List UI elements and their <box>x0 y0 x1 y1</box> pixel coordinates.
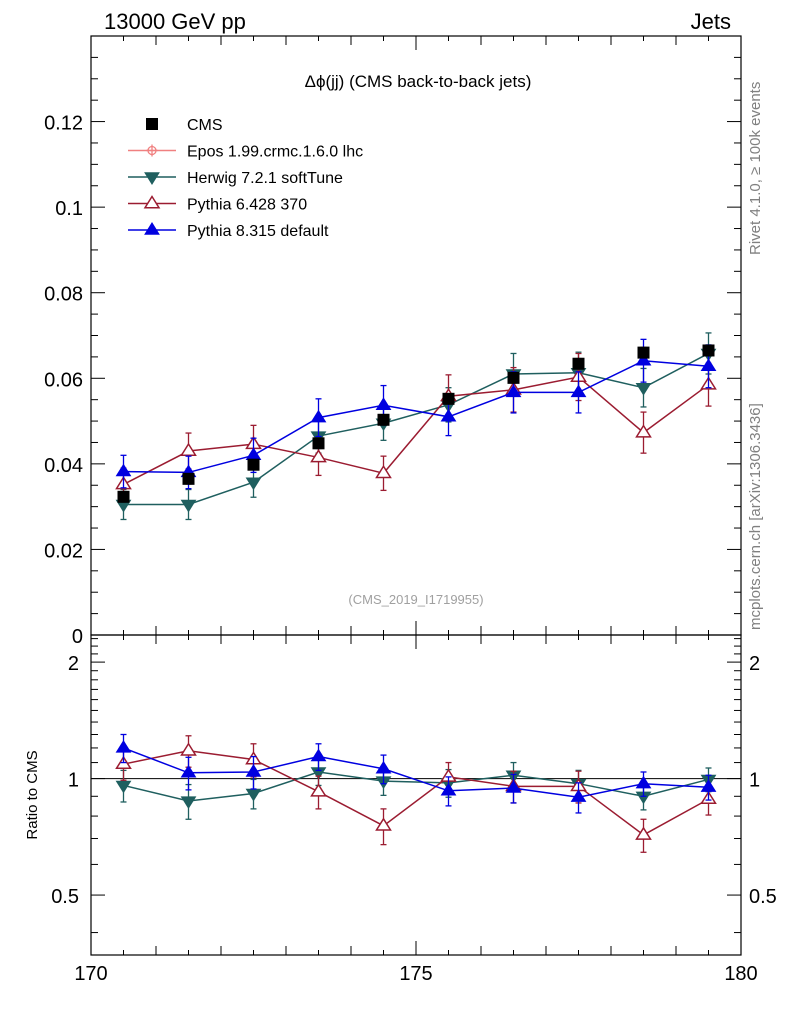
data-point <box>442 392 455 405</box>
legend-entry-cms: CMS <box>146 117 223 134</box>
data-point <box>375 464 392 479</box>
legend-marker <box>144 172 160 185</box>
data-point <box>702 344 715 357</box>
data-point <box>375 760 392 774</box>
data-point <box>440 782 457 796</box>
data-point <box>375 817 392 831</box>
ratio-tick-label-right: 1 <box>749 770 760 792</box>
data-point <box>440 408 457 422</box>
ratio-series-layer <box>115 733 717 853</box>
data-point <box>115 780 132 794</box>
legend-label: Pythia 6.428 370 <box>187 197 307 214</box>
legend-marker <box>146 118 158 130</box>
legend-label: Epos 1.99.crmc.1.6.0 lhc <box>187 144 363 161</box>
data-point <box>115 463 132 477</box>
chart-title: Δϕ(jj) (CMS back-to-back jets) <box>305 72 532 91</box>
legend-marker <box>146 144 158 157</box>
data-point <box>180 764 197 778</box>
data-point <box>637 346 650 359</box>
data-point <box>180 742 197 756</box>
legend-entry-epos-1-99-crmc-1-6-0-lhc: Epos 1.99.crmc.1.6.0 lhc <box>128 144 363 161</box>
legend-entry-herwig-7-2-1-softtune: Herwig 7.2.1 softTune <box>128 170 343 187</box>
legend-entry-pythia-8-315-default: Pythia 8.315 default <box>128 222 329 240</box>
data-point <box>377 413 390 426</box>
rivet-label: Rivet 4.1.0, ≥ 100k events <box>747 82 764 255</box>
data-point <box>507 371 520 384</box>
series-cms-data <box>117 344 715 503</box>
data-point <box>635 826 652 840</box>
series-herwig-7-2-1-softtune <box>115 758 717 820</box>
legend-marker <box>144 222 160 235</box>
data-point <box>180 499 197 513</box>
y-tick-label: 0.12 <box>44 113 83 135</box>
legend-label: CMS <box>187 117 223 134</box>
y-tick-label: 0.04 <box>44 455 83 477</box>
data-point <box>570 384 587 398</box>
data-point <box>115 739 132 753</box>
legend-label: Herwig 7.2.1 softTune <box>187 170 343 187</box>
data-point <box>635 775 652 789</box>
data-point <box>245 447 262 460</box>
data-point <box>245 764 262 777</box>
y-tick-label: 0.1 <box>55 198 83 220</box>
data-point <box>572 357 585 370</box>
data-point <box>700 779 717 792</box>
data-point <box>635 424 652 438</box>
data-point <box>700 358 717 372</box>
ratio-tick-label-right: 2 <box>749 653 760 675</box>
data-point <box>312 437 325 450</box>
data-point <box>247 458 260 471</box>
data-point <box>310 409 327 423</box>
series-line <box>123 750 709 836</box>
data-point <box>310 783 327 797</box>
series-line <box>123 771 709 802</box>
data-point <box>505 780 522 793</box>
data-point <box>180 442 197 456</box>
ratio-axis-label: Ratio to CMS <box>24 750 41 839</box>
legend: CMS Epos 1.99.crmc.1.6.0 lhc Herwig 7.2.1 … <box>128 117 363 240</box>
main-series-layer <box>115 332 717 521</box>
y-tick-label: 0.02 <box>44 540 83 562</box>
series-pythia-6-428-370 <box>115 352 717 502</box>
header-right: Jets <box>691 9 731 34</box>
series-line <box>123 376 709 486</box>
y-tick-label: 0.08 <box>44 284 83 306</box>
data-point <box>182 472 195 485</box>
legend-marker <box>143 195 161 209</box>
data-point <box>635 352 652 366</box>
data-point <box>375 397 392 410</box>
series-line <box>123 747 709 798</box>
mcplots-label: mcplots.cern.ch [arXiv:1306.3436] <box>747 403 764 630</box>
ratio-axis-ticks: 0.5 0.5 1 1 2 2 170 175 180 <box>51 635 777 985</box>
series-line <box>123 359 709 474</box>
legend-label: Pythia 8.315 default <box>187 223 329 240</box>
series-pythia-6-428-370 <box>115 735 717 853</box>
data-point <box>570 789 587 802</box>
data-point <box>245 788 262 802</box>
ratio-tick-label: 1 <box>68 770 79 792</box>
data-point <box>180 796 197 809</box>
ratio-tick-label: 0.5 <box>51 886 79 908</box>
data-point <box>635 382 652 396</box>
x-tick-label: 175 <box>399 963 432 985</box>
series-herwig-7-2-1-softtune <box>115 332 717 521</box>
ratio-tick-label-right: 0.5 <box>749 886 777 908</box>
series-pythia-8-315-default <box>115 733 717 814</box>
data-point <box>245 477 262 491</box>
data-point <box>117 490 130 503</box>
x-tick-label: 180 <box>724 963 757 985</box>
data-point <box>310 748 327 762</box>
legend-entry-pythia-6-428-370: Pythia 6.428 370 <box>128 195 307 214</box>
y-tick-label: 0.06 <box>44 369 83 391</box>
y-tick-label: 0 <box>72 626 83 648</box>
ratio-tick-label: 2 <box>68 653 79 675</box>
data-point <box>310 449 327 463</box>
header-left: 13000 GeV pp <box>104 9 246 34</box>
data-point <box>505 384 522 398</box>
series-line <box>123 352 709 506</box>
x-tick-label: 170 <box>74 963 107 985</box>
main-axis-ticks: 0 0.02 0.04 0.06 0.08 0.1 0.12 <box>44 36 742 648</box>
analysis-id: (CMS_2019_I1719955) <box>348 592 483 607</box>
